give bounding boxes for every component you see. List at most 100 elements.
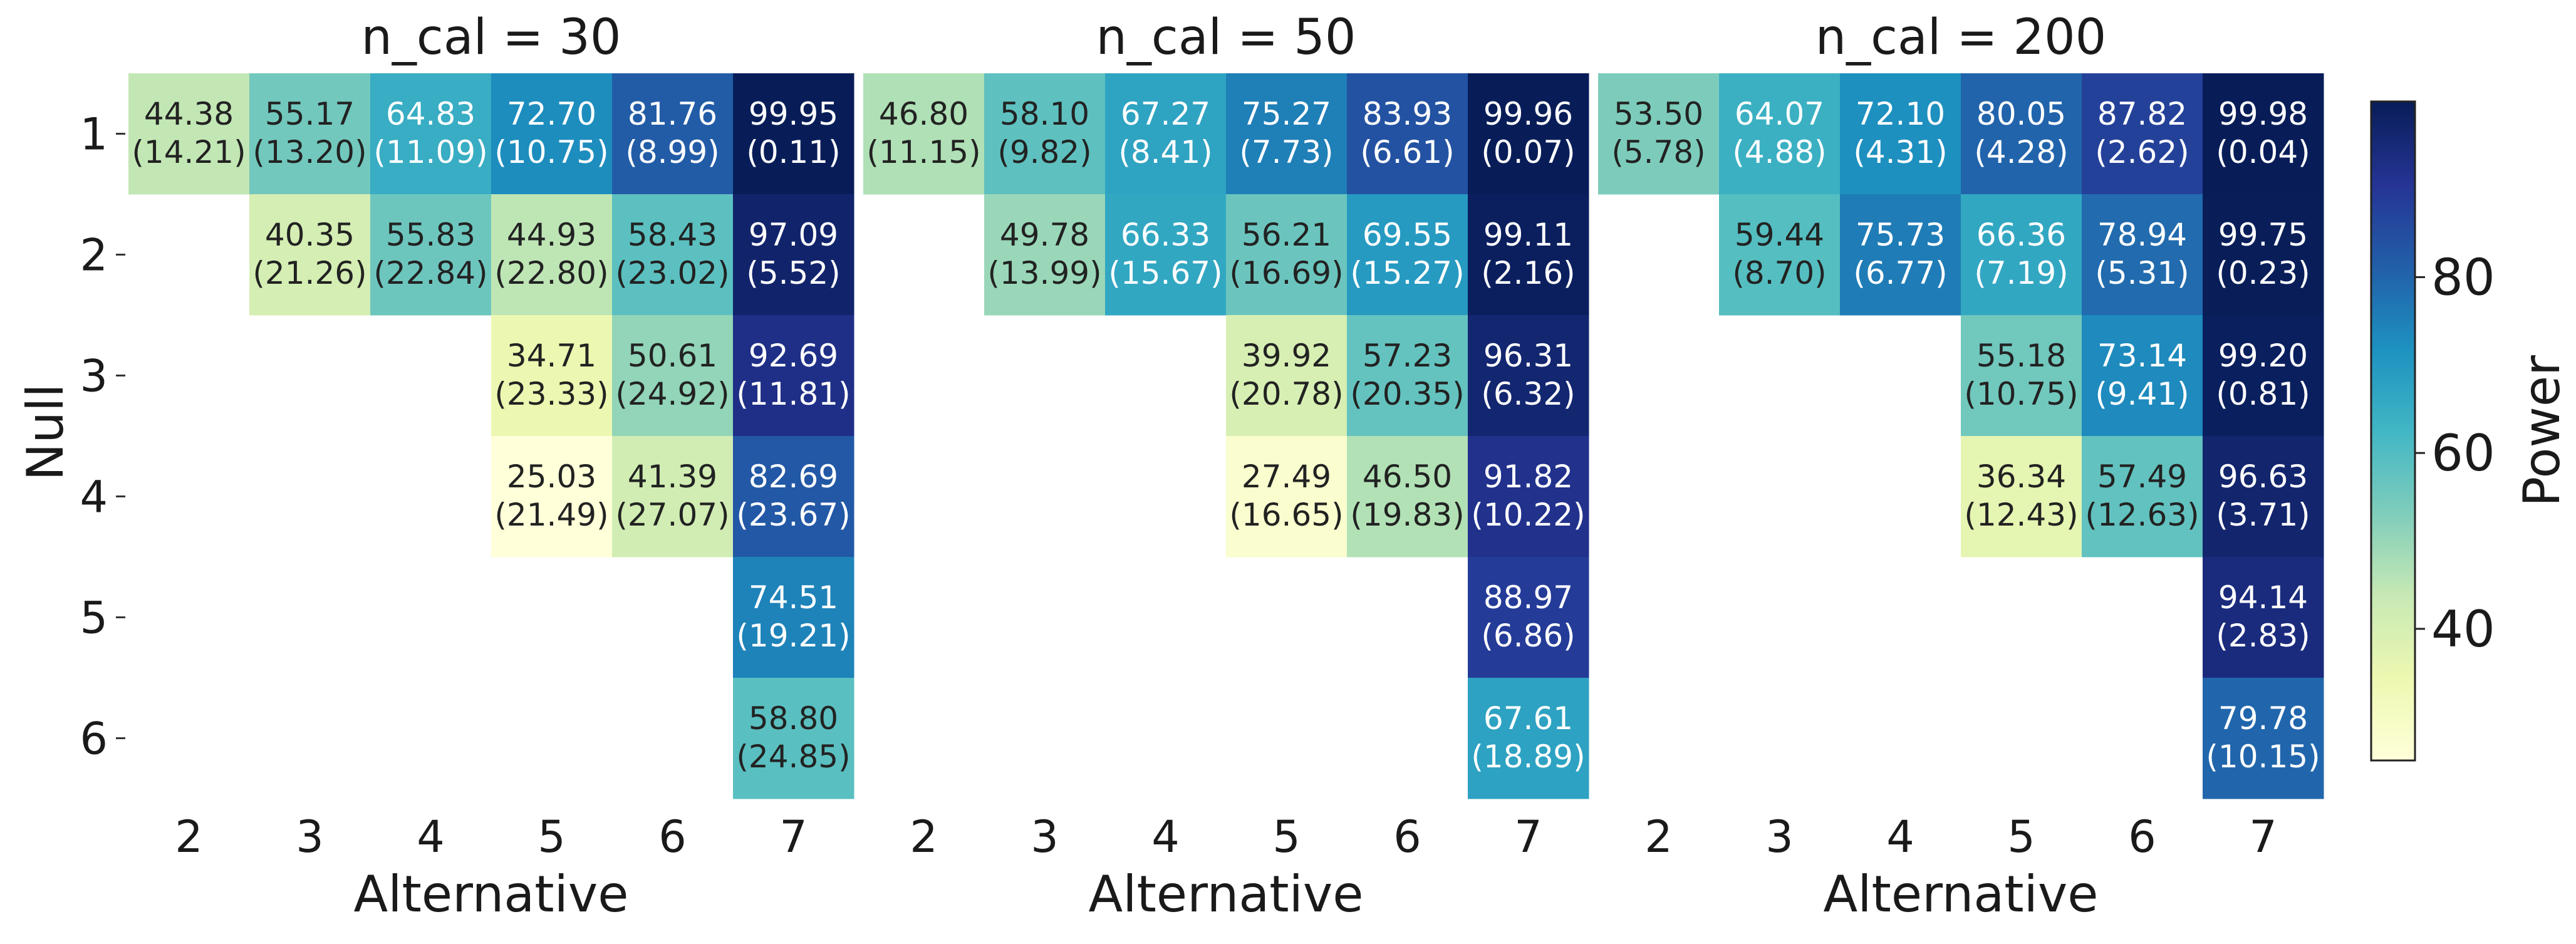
heatmap-cell: [1468, 557, 1589, 678]
cell-value-label: 99.96: [1483, 96, 1573, 132]
cell-value-label: 99.95: [749, 96, 838, 132]
cell-sd-label: (11.15): [866, 134, 980, 170]
cell-sd-label: (10.75): [1964, 376, 2078, 412]
heatmap-cell: [370, 73, 492, 195]
cell-value-label: 53.50: [1614, 96, 1703, 132]
cell-sd-label: (12.43): [1964, 497, 2078, 533]
cell-value-label: 58.80: [749, 700, 838, 737]
cell-sd-label: (15.27): [1350, 255, 1464, 291]
x-tick-label: 2: [1644, 811, 1673, 863]
heatmap-cell: [1347, 194, 1468, 316]
cell-sd-label: (7.19): [1974, 255, 2068, 291]
y-tick-label: 3: [80, 351, 108, 402]
x-tick-label: 2: [910, 811, 938, 863]
x-tick-label: 7: [2249, 811, 2277, 863]
cell-sd-label: (2.16): [1481, 255, 1575, 291]
colorbar-tick-label: 60: [2431, 424, 2495, 482]
heatmap-cell: [733, 73, 854, 195]
heatmap-cell: [1226, 194, 1348, 316]
x-axis-label: Alternative: [1089, 865, 1364, 923]
panel-title: n_cal = 30: [361, 9, 621, 66]
y-tick-label: 1: [80, 109, 108, 160]
cell-value-label: 88.97: [1483, 579, 1573, 616]
y-tick-label: 5: [80, 593, 108, 644]
heatmap-cell: [491, 194, 613, 316]
cell-sd-label: (2.83): [2216, 618, 2310, 654]
heatmap-cell: [2203, 678, 2324, 799]
x-tick-label: 5: [2007, 811, 2035, 863]
heatmap-cell: [1347, 436, 1468, 558]
heatmap-cell: [128, 73, 250, 195]
cell-value-label: 66.33: [1121, 217, 1210, 253]
cell-sd-label: (20.35): [1350, 376, 1464, 412]
panel-title: n_cal = 200: [1815, 9, 2107, 66]
heatmap-panel: n_cal = 3044.38(14.21)55.17(13.20)64.83(…: [80, 9, 854, 923]
x-tick-label: 4: [1886, 811, 1914, 863]
cell-sd-label: (24.85): [736, 739, 850, 775]
cell-sd-label: (10.22): [1471, 497, 1585, 533]
cell-value-label: 50.61: [628, 338, 717, 374]
cell-value-label: 41.39: [628, 459, 717, 495]
cell-sd-label: (23.02): [615, 255, 729, 291]
cell-value-label: 58.43: [628, 217, 717, 253]
heatmap-cell: [2082, 315, 2203, 437]
colorbar: 40 60 80 Power: [2370, 100, 2571, 762]
cell-value-label: 64.83: [386, 96, 475, 132]
heatmap-cell: [2203, 557, 2324, 678]
heatmap-cell: [2082, 194, 2203, 316]
cell-value-label: 73.14: [2097, 338, 2187, 374]
cell-sd-label: (6.32): [1481, 376, 1575, 412]
cell-sd-label: (13.99): [987, 255, 1101, 291]
cell-value-label: 75.27: [1242, 96, 1331, 132]
cell-value-label: 94.14: [2218, 579, 2308, 616]
cell-sd-label: (19.21): [736, 618, 850, 654]
heatmap-cell: [733, 557, 854, 678]
cell-value-label: 81.76: [628, 96, 717, 132]
cell-value-label: 78.94: [2097, 217, 2187, 253]
cell-sd-label: (21.26): [252, 255, 366, 291]
cell-value-label: 57.49: [2097, 459, 2187, 495]
cell-sd-label: (9.41): [2095, 376, 2189, 412]
cell-sd-label: (23.67): [736, 497, 850, 533]
cell-sd-label: (0.07): [1481, 134, 1575, 170]
cell-value-label: 99.75: [2218, 217, 2308, 253]
y-tick-label: 4: [80, 472, 108, 523]
heatmap-cell: [733, 436, 854, 558]
x-tick-label: 3: [296, 811, 324, 863]
cell-sd-label: (10.15): [2206, 739, 2320, 775]
cell-sd-label: (11.81): [736, 376, 850, 412]
heatmap-cell: [2082, 73, 2203, 195]
y-tick-label: 6: [80, 713, 108, 765]
cell-sd-label: (0.11): [746, 134, 840, 170]
heatmap-cell: [491, 315, 613, 437]
heatmap-cell: [370, 194, 492, 316]
cell-value-label: 44.93: [507, 217, 596, 253]
cell-value-label: 82.69: [749, 459, 838, 495]
cell-value-label: 97.09: [749, 217, 838, 253]
y-tick-label: 2: [80, 230, 108, 281]
cell-sd-label: (5.31): [2095, 255, 2189, 291]
colorbar-gradient: [2370, 100, 2416, 762]
cell-value-label: 44.38: [144, 96, 234, 132]
cell-value-label: 67.27: [1121, 96, 1210, 132]
heatmap-cell: [1719, 194, 1841, 316]
cell-value-label: 83.93: [1363, 96, 1452, 132]
cell-sd-label: (21.49): [494, 497, 608, 533]
x-tick-label: 3: [1765, 811, 1794, 863]
cell-sd-label: (27.07): [615, 497, 729, 533]
cell-sd-label: (22.80): [494, 255, 608, 291]
panel-title: n_cal = 50: [1096, 9, 1356, 66]
cell-sd-label: (3.71): [2216, 497, 2310, 533]
cell-value-label: 72.10: [1856, 96, 1945, 132]
cell-value-label: 87.82: [2097, 96, 2187, 132]
cell-value-label: 49.78: [1000, 217, 1089, 253]
colorbar-ticks: 40 60 80: [2415, 248, 2495, 658]
cell-sd-label: (23.33): [494, 376, 608, 412]
cell-value-label: 58.10: [1000, 96, 1089, 132]
heatmap-cell: [733, 315, 854, 437]
heatmap-cell: [2082, 436, 2203, 558]
heatmap-cell: [1598, 73, 1720, 195]
heatmap-cell: [984, 194, 1106, 316]
x-tick-label: 6: [2128, 811, 2156, 863]
